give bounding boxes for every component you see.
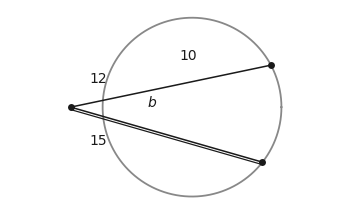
Text: b: b: [147, 96, 156, 110]
Text: 12: 12: [90, 72, 107, 87]
Text: 15: 15: [90, 134, 107, 148]
Text: 10: 10: [179, 49, 197, 63]
